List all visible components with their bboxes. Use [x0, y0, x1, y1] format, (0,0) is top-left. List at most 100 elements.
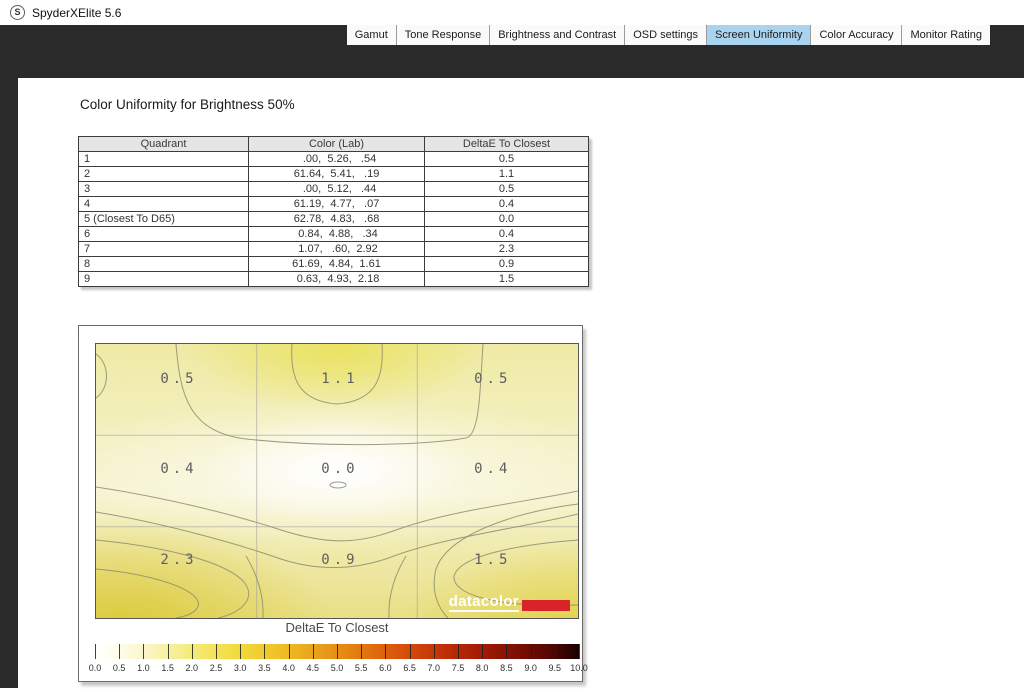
quadrant-cell: 6	[78, 226, 249, 242]
table-row: 9 0.63, 4.93, 2.18 1.5	[78, 271, 589, 287]
colorbar-tick-label: 1.0	[137, 663, 150, 673]
colorbar-tick	[530, 644, 532, 659]
datacolor-logo: datacolor	[448, 593, 570, 612]
table-row: 3 .00, 5.12, .44 0.5	[78, 181, 589, 197]
colorbar-tick-label: 2.0	[185, 663, 199, 673]
colorbar-labels: 0.0 0.5 1.0 1.5 2.0 2.5 3.0 3.5 4.0 4.5 5.0 5.5 6.0 6…	[89, 663, 588, 675]
table-row: 6 0.84, 4.88, .34 0.4	[78, 226, 589, 242]
deltae-cell: 0.9	[424, 256, 589, 272]
tab-osd-settings[interactable]: OSD settings	[625, 25, 708, 45]
colorbar-tick-label: 6.5	[403, 663, 416, 673]
quadrant-cell: 3	[78, 181, 249, 197]
tab-screen-uniformity[interactable]: Screen Uniformity	[707, 25, 812, 45]
colorbar-tick	[433, 644, 435, 659]
colorbar-tick	[312, 644, 314, 659]
table-row: 8 61.69, 4.84, 1.61 0.9	[78, 256, 589, 272]
colorbar-tick	[143, 644, 145, 659]
colorbar-tick-label: 8.0	[475, 663, 489, 673]
colorbar-tick	[482, 644, 484, 659]
tab-color-accuracy[interactable]: Color Accuracy	[811, 25, 903, 45]
table-header-row: Quadrant Color (Lab) DeltaE To Closest	[78, 136, 589, 152]
app-window-body: Gamut Tone Response Brightness and Contr…	[0, 25, 1024, 688]
uniformity-chart-card: 0.5 1.1 0.5 0.4 0.0 0.4 2.3 0.9 1.5 data…	[78, 325, 588, 682]
cell-value-q9: 1.5	[474, 552, 512, 568]
colorbar-title: DeltaE To Closest	[285, 620, 389, 635]
colorbar-tick-label: 7.0	[427, 663, 441, 673]
colorbar-tick	[240, 644, 242, 659]
lab-cell: .00, 5.26, .54	[248, 151, 425, 167]
colorbar-tick-label: 0.0	[88, 663, 102, 673]
tab-monitor-rating[interactable]: Monitor Rating	[902, 25, 990, 45]
cell-value-q1: 0.5	[160, 371, 198, 387]
cell-value-q2: 1.1	[321, 371, 359, 387]
colorbar-gradient	[95, 644, 580, 659]
lab-cell: .00, 5.12, .44	[248, 181, 425, 197]
colorbar-tick	[554, 644, 556, 659]
deltae-cell: 0.4	[424, 226, 589, 242]
colorbar-tick	[506, 644, 508, 659]
colorbar-tick	[95, 644, 96, 659]
colorbar-tick-label: 5.0	[330, 663, 344, 673]
colorbar-tick	[385, 644, 387, 659]
cell-value-q4: 0.4	[160, 461, 198, 477]
colorbar-tick-label: 3.0	[233, 663, 247, 673]
deltae-cell: 0.5	[424, 151, 589, 167]
colorbar-tick	[264, 644, 266, 659]
deltae-cell: 2.3	[424, 241, 589, 257]
quadrant-cell: 9	[78, 271, 249, 287]
contour-lines	[96, 344, 578, 618]
lab-cell: 0.63, 4.93, 2.18	[248, 271, 425, 287]
quadrant-cell: 4	[78, 196, 249, 212]
cell-value-q3: 0.5	[474, 371, 512, 387]
column-header-color-lab: Color (Lab)	[248, 136, 425, 152]
table-row: 7 1.07, .60, 2.92 2.3	[78, 241, 589, 257]
colorbar-tick-label: 5.5	[354, 663, 368, 673]
table-row: 1 .00, 5.26, .54 0.5	[78, 151, 589, 167]
quadrant-cell: 7	[78, 241, 249, 257]
cell-value-q7: 2.3	[160, 552, 198, 568]
column-header-deltae: DeltaE To Closest	[424, 136, 589, 152]
app-icon: S	[10, 5, 25, 20]
window-titlebar: S SpyderXElite 5.6	[0, 0, 1024, 25]
cell-value-q6: 0.4	[474, 461, 512, 477]
deltae-cell: 0.5	[424, 181, 589, 197]
tab-gamut[interactable]: Gamut	[346, 25, 397, 45]
datacolor-wordmark: datacolor	[448, 593, 519, 612]
lab-cell: 62.78, 4.83, .68	[248, 211, 425, 227]
deltae-cell: 0.4	[424, 196, 589, 212]
quadrant-cell: 2	[78, 166, 249, 182]
page-title: Color Uniformity for Brightness 50%	[80, 97, 295, 112]
colorbar-tick-label: 8.5	[500, 663, 513, 673]
colorbar-tick-label: 9.5	[548, 663, 562, 673]
table-row: 4 61.19, 4.77, .07 0.4	[78, 196, 589, 212]
lab-cell: 1.07, .60, 2.92	[248, 241, 425, 257]
tab-brightness-and-contrast[interactable]: Brightness and Contrast	[490, 25, 626, 45]
report-panel: Color Uniformity for Brightness 50% Quad…	[18, 78, 1024, 688]
table-row: 2 61.64, 5.41, .19 1.1	[78, 166, 589, 182]
colorbar-tick-label: 9.0	[524, 663, 537, 673]
deltae-cell: 0.0	[424, 211, 589, 227]
quadrant-cell: 8	[78, 256, 249, 272]
uniformity-table: Quadrant Color (Lab) DeltaE To Closest 1…	[78, 136, 589, 287]
deltae-cell: 1.1	[424, 166, 589, 182]
cell-value-q5: 0.0	[321, 461, 359, 477]
colorbar-tick	[167, 644, 169, 659]
colorbar-tick	[191, 644, 193, 659]
colorbar-tick-label: 0.5	[112, 663, 126, 673]
colorbar-tick	[216, 644, 217, 659]
lab-cell: 61.19, 4.77, .07	[248, 196, 425, 212]
tab-tone-response[interactable]: Tone Response	[396, 25, 491, 45]
colorbar-tick	[288, 644, 290, 659]
colorbar-tick-label: 4.0	[282, 663, 295, 673]
colorbar-tick	[579, 644, 580, 659]
colorbar-tick-label: 6.0	[379, 663, 392, 673]
lab-cell: 61.64, 5.41, .19	[248, 166, 425, 182]
colorbar-tick-label: 3.5	[258, 663, 271, 673]
colorbar-tick	[119, 644, 121, 659]
colorbar-tick-label: 2.5	[209, 663, 223, 673]
colorbar-tick	[458, 644, 459, 659]
lab-cell: 61.69, 4.84, 1.61	[248, 256, 425, 272]
colorbar-tick-label: 4.5	[306, 663, 320, 673]
window-title: SpyderXElite 5.6	[32, 5, 122, 20]
datacolor-red-bar	[522, 600, 570, 611]
